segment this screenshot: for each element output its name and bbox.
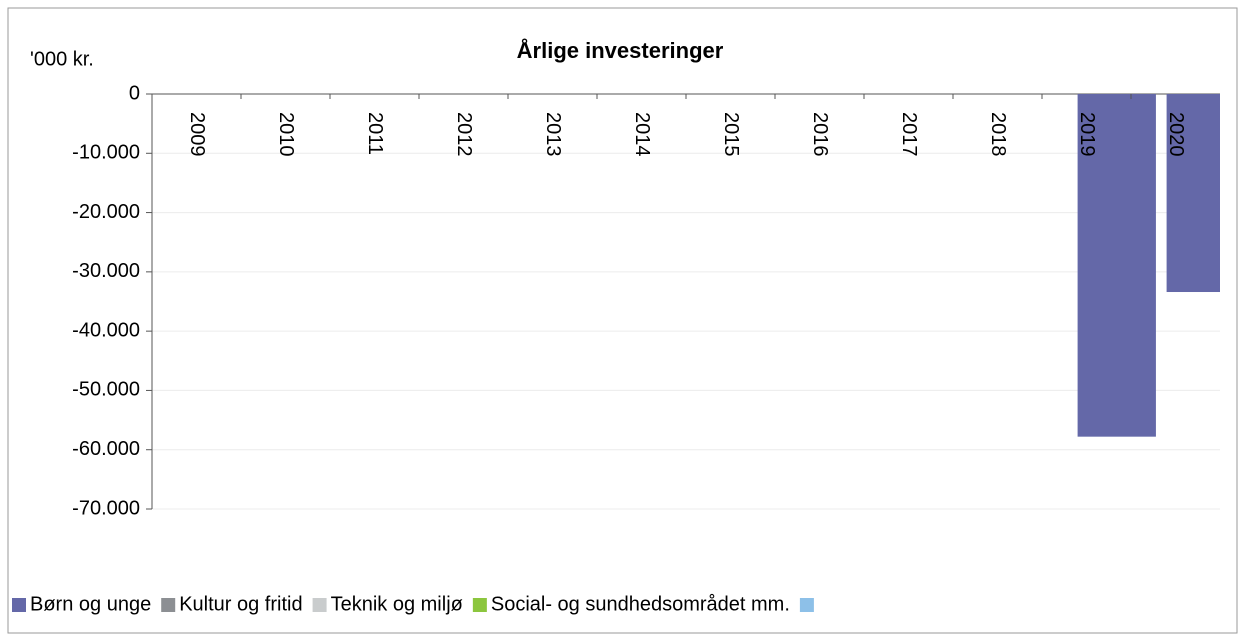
y-tick-label: -70.000 (72, 497, 140, 519)
x-tick-label: 2012 (453, 112, 475, 157)
x-tick-label: 2009 (186, 112, 208, 157)
y-tick-label: -40.000 (72, 319, 140, 341)
y-tick-label: -60.000 (72, 438, 140, 460)
legend-label: Børn og unge (30, 593, 151, 615)
x-tick-label: 2018 (987, 112, 1009, 157)
x-tick-label: 2011 (364, 112, 386, 155)
x-tick-label: 2019 (1076, 112, 1098, 157)
y-tick-label: 0 (129, 82, 140, 104)
x-tick-label: 2017 (898, 112, 920, 157)
y-tick-label: -30.000 (72, 260, 140, 282)
legend-swatch (12, 598, 26, 612)
legend-swatch (799, 598, 814, 612)
x-tick-label: 2016 (809, 112, 831, 157)
x-tick-label: 2013 (542, 112, 564, 157)
x-tick-label: 2020 (1165, 112, 1187, 157)
legend-swatch (161, 598, 176, 612)
x-tick-label: 2014 (631, 112, 653, 157)
legend-swatch (472, 598, 487, 612)
legend-label: Social- og sundhedsområdet mm. (491, 593, 790, 615)
chart-frame (7, 7, 1238, 634)
legend-label: Kultur og fritid (179, 593, 302, 615)
y-tick-label: -50.000 (72, 379, 140, 401)
x-tick-label: 2015 (720, 112, 742, 157)
bar (1077, 94, 1156, 437)
legend-label: Teknik og miljø (331, 593, 463, 615)
y-tick-label: -20.000 (72, 201, 140, 223)
x-tick-label: 2010 (275, 112, 297, 157)
y-tick-label: -10.000 (72, 142, 140, 164)
y-axis-label: '000 kr. (30, 48, 94, 70)
legend-swatch (312, 598, 327, 612)
bar (1166, 94, 1220, 293)
chart-title: Årlige investeringer (517, 37, 724, 63)
